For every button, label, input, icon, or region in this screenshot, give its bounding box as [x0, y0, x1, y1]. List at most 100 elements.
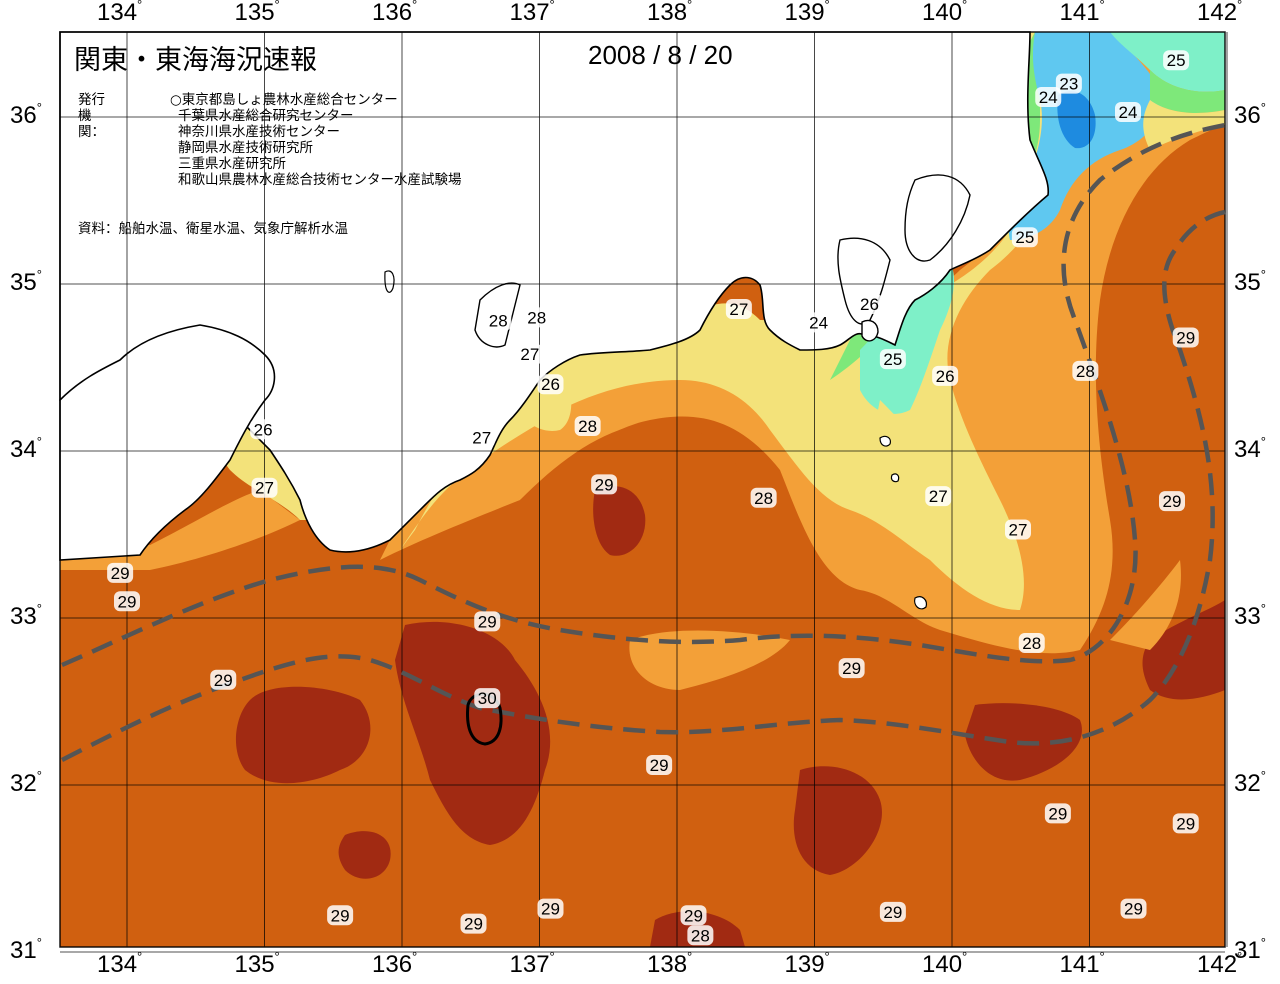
contour-label: 23	[1055, 73, 1082, 94]
contour-label: 29	[327, 905, 354, 926]
issuer-org: 神奈川県水産技術センター	[178, 124, 340, 140]
contour-label: 27	[925, 486, 952, 507]
contour-label: 29	[838, 658, 865, 679]
issuer-org: ○東京都島しょ農林水産総合センター	[170, 92, 398, 108]
contour-label: 29	[474, 611, 501, 632]
contour-label: 28	[574, 415, 601, 436]
longitude-label: 134°	[97, 0, 143, 26]
contour-label: 28	[1072, 360, 1099, 381]
contour-label: 29	[591, 474, 618, 495]
contour-label: 25	[1163, 50, 1190, 71]
contour-label: 29	[1172, 813, 1199, 834]
map-title: 関東・東海海況速報	[74, 45, 317, 76]
svg-text:29: 29	[1176, 814, 1195, 833]
longitude-label: 140°	[922, 949, 968, 978]
land-awaji	[384, 270, 395, 293]
contour-label: 24	[1115, 101, 1141, 122]
issuer-marker: ○	[170, 92, 182, 108]
svg-text:28: 28	[691, 926, 710, 945]
sea-26c-ne-patch	[1150, 70, 1225, 113]
contour-label: 29	[879, 901, 906, 922]
contour-label: 26	[856, 294, 883, 315]
contour-label: 28	[687, 925, 714, 946]
contour-label: 26	[932, 365, 959, 386]
longitude-label: 136°	[372, 0, 418, 26]
contour-label: 28	[750, 487, 777, 508]
svg-text:27: 27	[729, 300, 748, 319]
svg-text:24: 24	[1119, 103, 1138, 122]
sea-30c-patch-sw	[338, 831, 391, 879]
latitude-label: 31°	[1234, 935, 1266, 964]
land-island-1	[879, 435, 891, 447]
land-izu-oshima	[861, 319, 879, 342]
latitude-label: 31°	[10, 935, 42, 964]
latitude-label: 34°	[1234, 434, 1266, 463]
sea-30c-patch-south	[793, 766, 882, 875]
svg-text:29: 29	[650, 756, 669, 775]
latitude-label: 36°	[1234, 100, 1266, 129]
longitude-label: 136°	[372, 949, 418, 978]
latitude-label: 33°	[1234, 601, 1266, 630]
latitude-label: 35°	[10, 267, 42, 296]
longitude-label: 138°	[647, 0, 693, 26]
longitude-label: 139°	[784, 949, 830, 978]
contour-label: 27	[468, 427, 495, 448]
sea-28c-patch-central	[629, 630, 790, 690]
contour-label: 24	[1035, 86, 1062, 107]
svg-text:27: 27	[520, 345, 539, 364]
contour-label: 27	[516, 344, 543, 365]
contour-label: 29	[210, 669, 237, 690]
svg-text:29: 29	[684, 906, 703, 925]
contour-label: 24	[805, 312, 832, 333]
latitude-label: 34°	[10, 434, 42, 463]
sea-27c-ne-band	[1143, 100, 1225, 150]
svg-text:29: 29	[883, 903, 902, 922]
sea-30c-patch-west	[235, 686, 371, 784]
contour-label: 29	[646, 754, 673, 775]
svg-text:28: 28	[489, 312, 508, 331]
svg-text:29: 29	[595, 475, 614, 494]
contour-label: 27	[1005, 519, 1031, 540]
contour-label: 28	[1018, 633, 1045, 654]
latitude-label: 33°	[10, 601, 42, 630]
svg-text:29: 29	[331, 906, 350, 925]
map-date: 2008 / 8 / 20	[588, 40, 733, 70]
svg-text:26: 26	[860, 295, 879, 314]
longitude-label: 135°	[234, 0, 280, 26]
issuer-label: 発行機関：	[78, 92, 105, 140]
contour-label: 25	[1011, 227, 1038, 248]
svg-text:25: 25	[883, 350, 902, 369]
contour-label: 27	[725, 299, 752, 320]
contour-label: 29	[680, 905, 707, 926]
graticule	[59, 31, 1228, 953]
contour-label: 29	[1172, 327, 1199, 348]
svg-text:27: 27	[1009, 520, 1028, 539]
issuer-org: 和歌山県農林水産総合技術センター水産試験場	[178, 172, 462, 188]
svg-text:29: 29	[1124, 900, 1143, 919]
land-shikoku	[59, 324, 276, 561]
contour-label: 26	[537, 374, 564, 395]
contour-label: 27	[251, 477, 278, 498]
map-frame	[59, 31, 1226, 948]
svg-text:29: 29	[118, 592, 137, 611]
svg-text:29: 29	[842, 659, 861, 678]
contour-label: 29	[114, 591, 140, 612]
longitude-label: 135°	[234, 949, 280, 978]
svg-text:27: 27	[472, 429, 491, 448]
svg-text:26: 26	[541, 375, 560, 394]
longitude-label: 139°	[784, 0, 830, 26]
svg-text:26: 26	[936, 367, 955, 386]
svg-text:29: 29	[1048, 804, 1067, 823]
land-honshu	[59, 31, 1050, 553]
svg-text:29: 29	[1176, 328, 1195, 347]
longitude-label: 142°	[1197, 949, 1243, 978]
sea-27c-izu-patch	[870, 400, 933, 520]
contour-label: 29	[460, 913, 487, 934]
kuroshio-axis-south	[60, 209, 1226, 762]
issuer-org: 千葉県水産総合研究センター	[178, 108, 354, 124]
longitude-label: 140°	[922, 0, 968, 26]
svg-text:29: 29	[1163, 492, 1182, 511]
svg-text:24: 24	[1039, 88, 1058, 107]
